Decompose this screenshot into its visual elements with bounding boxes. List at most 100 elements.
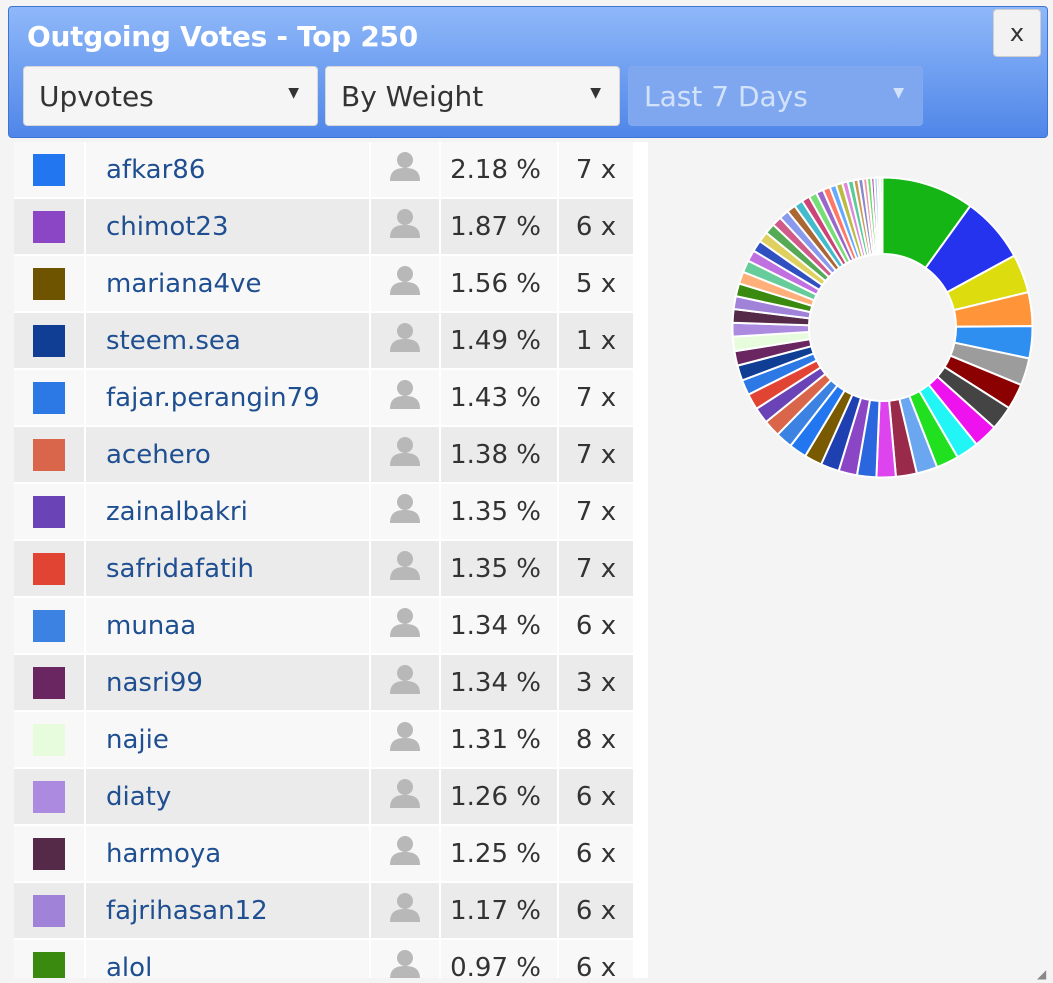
vote-count: 6 x	[559, 940, 635, 978]
color-cell	[14, 598, 86, 655]
table-row[interactable]: alol 0.97 % 6 x	[14, 940, 635, 978]
color-swatch	[33, 837, 65, 870]
table-row[interactable]: fajar.perangin79 1.43 % 7 x	[14, 370, 635, 427]
user-icon[interactable]	[388, 777, 422, 816]
close-button[interactable]: x	[993, 9, 1041, 57]
color-swatch	[33, 894, 65, 927]
account-link[interactable]: fajar.perangin79	[86, 370, 371, 427]
chevron-down-icon: ▼	[590, 85, 601, 101]
user-icon[interactable]	[388, 264, 422, 303]
votes-table-container[interactable]: afkar86 2.18 % 7 x chimot23 1.87 % 6 x mariana…	[14, 142, 648, 978]
color-cell	[14, 826, 86, 883]
profile-cell[interactable]	[371, 769, 441, 826]
table-row[interactable]: acehero 1.38 % 7 x	[14, 427, 635, 484]
user-icon[interactable]	[388, 720, 422, 759]
profile-cell[interactable]	[371, 826, 441, 883]
table-row[interactable]: diaty 1.26 % 6 x	[14, 769, 635, 826]
color-cell	[14, 484, 86, 541]
account-link[interactable]: afkar86	[86, 142, 371, 199]
table-row[interactable]: afkar86 2.18 % 7 x	[14, 142, 635, 199]
account-link[interactable]: nasri99	[86, 655, 371, 712]
profile-cell[interactable]	[371, 655, 441, 712]
profile-cell[interactable]	[371, 199, 441, 256]
user-icon[interactable]	[388, 207, 422, 246]
vote-weight: 1.17 %	[441, 883, 559, 940]
period-select[interactable]: Last 7 Days ▼	[628, 66, 923, 126]
account-link[interactable]: harmoya	[86, 826, 371, 883]
user-icon[interactable]	[388, 891, 422, 930]
user-icon[interactable]	[388, 948, 422, 978]
table-row[interactable]: munaa 1.34 % 6 x	[14, 598, 635, 655]
table-row[interactable]: mariana4ve 1.56 % 5 x	[14, 256, 635, 313]
user-icon[interactable]	[388, 150, 422, 189]
vote-count: 3 x	[559, 655, 635, 712]
vote-count: 7 x	[559, 370, 635, 427]
user-icon[interactable]	[388, 606, 422, 645]
vote-weight: 1.38 %	[441, 427, 559, 484]
account-link[interactable]: alol	[86, 940, 371, 978]
color-cell	[14, 883, 86, 940]
account-link[interactable]: najie	[86, 712, 371, 769]
table-row[interactable]: najie 1.31 % 8 x	[14, 712, 635, 769]
profile-cell[interactable]	[371, 541, 441, 598]
color-swatch	[33, 780, 65, 813]
account-link[interactable]: chimot23	[86, 199, 371, 256]
color-cell	[14, 712, 86, 769]
account-link[interactable]: munaa	[86, 598, 371, 655]
color-swatch	[33, 495, 65, 528]
profile-cell[interactable]	[371, 598, 441, 655]
profile-cell[interactable]	[371, 484, 441, 541]
color-cell	[14, 541, 86, 598]
user-icon[interactable]	[388, 435, 422, 474]
profile-cell[interactable]	[371, 256, 441, 313]
sort-select[interactable]: By Weight ▼	[325, 66, 620, 126]
color-cell	[14, 370, 86, 427]
profile-cell[interactable]	[371, 940, 441, 978]
profile-cell[interactable]	[371, 313, 441, 370]
profile-cell[interactable]	[371, 712, 441, 769]
account-link[interactable]: steem.sea	[86, 313, 371, 370]
vote-weight: 2.18 %	[441, 142, 559, 199]
account-link[interactable]: acehero	[86, 427, 371, 484]
votes-donut-chart	[731, 176, 1034, 479]
profile-cell[interactable]	[371, 883, 441, 940]
user-icon[interactable]	[388, 321, 422, 360]
user-icon[interactable]	[388, 492, 422, 531]
account-link[interactable]: safridafatih	[86, 541, 371, 598]
account-link[interactable]: mariana4ve	[86, 256, 371, 313]
color-swatch	[33, 552, 65, 585]
profile-cell[interactable]	[371, 370, 441, 427]
table-row[interactable]: zainalbakri 1.35 % 7 x	[14, 484, 635, 541]
table-row[interactable]: harmoya 1.25 % 6 x	[14, 826, 635, 883]
profile-cell[interactable]	[371, 142, 441, 199]
color-swatch	[33, 723, 65, 756]
table-row[interactable]: fajrihasan12 1.17 % 6 x	[14, 883, 635, 940]
vote-weight: 1.26 %	[441, 769, 559, 826]
user-icon[interactable]	[388, 378, 422, 417]
user-icon[interactable]	[388, 663, 422, 702]
table-row[interactable]: nasri99 1.34 % 3 x	[14, 655, 635, 712]
user-icon[interactable]	[388, 834, 422, 873]
color-swatch	[33, 267, 65, 300]
table-row[interactable]: chimot23 1.87 % 6 x	[14, 199, 635, 256]
vote-weight: 1.49 %	[441, 313, 559, 370]
color-cell	[14, 769, 86, 826]
vote-count: 1 x	[559, 313, 635, 370]
vote-count: 5 x	[559, 256, 635, 313]
vote-count: 7 x	[559, 142, 635, 199]
vote-weight: 1.35 %	[441, 484, 559, 541]
user-icon[interactable]	[388, 549, 422, 588]
vote-count: 7 x	[559, 541, 635, 598]
table-row[interactable]: safridafatih 1.35 % 7 x	[14, 541, 635, 598]
resize-grip-icon[interactable]: ◢	[1037, 967, 1047, 981]
account-link[interactable]: diaty	[86, 769, 371, 826]
period-value: Last 7 Days	[644, 80, 808, 113]
account-link[interactable]: zainalbakri	[86, 484, 371, 541]
profile-cell[interactable]	[371, 427, 441, 484]
table-row[interactable]: steem.sea 1.49 % 1 x	[14, 313, 635, 370]
vote-weight: 1.34 %	[441, 598, 559, 655]
color-swatch	[33, 381, 65, 414]
color-swatch	[33, 438, 65, 471]
account-link[interactable]: fajrihasan12	[86, 883, 371, 940]
vote-type-select[interactable]: Upvotes ▼	[23, 66, 318, 126]
